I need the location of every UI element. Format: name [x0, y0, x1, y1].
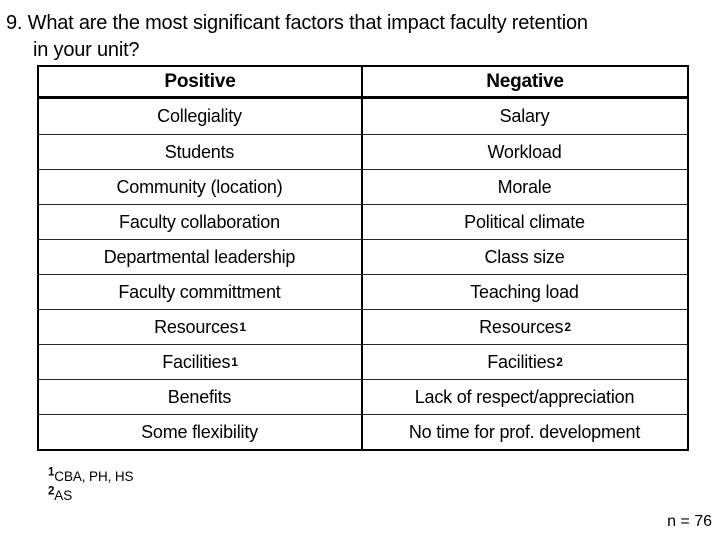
table-cell-negative: Teaching load — [361, 275, 687, 309]
table-cell-negative: Salary — [361, 99, 687, 134]
table-row: Faculty committment Teaching load — [39, 274, 687, 309]
table-cell-negative: No time for prof. development — [361, 415, 687, 449]
table-cell-positive: Collegiality — [157, 106, 242, 126]
footnote-2-marker: 2 — [48, 485, 55, 498]
footnote-2-text: AS — [54, 488, 73, 503]
table-cell-positive: Resources 1 — [154, 316, 246, 337]
table-row: Community (location) Morale — [39, 169, 687, 204]
question-title-line2: in your unit? — [33, 39, 140, 61]
footnote-1-text: CBA, PH, HS — [54, 469, 134, 484]
table-cell-negative: Political climate — [361, 205, 687, 239]
table-row: Facilities 1 Facilities 2 — [39, 344, 687, 379]
table-cell-positive: Departmental leadership — [103, 246, 296, 267]
footnote-1-marker: 1 — [48, 466, 55, 479]
question-title: 9. What are the most significant factors… — [6, 10, 588, 64]
table-row: Some flexibility No time for prof. devel… — [39, 414, 687, 449]
table-cell-negative: Class size — [361, 240, 687, 274]
table-cell-positive: Community (location) — [116, 176, 283, 197]
table-cell-positive: Faculty collaboration — [119, 211, 280, 232]
table-row: Students Workload — [39, 134, 687, 169]
footnote-1: 1CBA, PH, HS — [48, 466, 134, 486]
footnotes: 1CBA, PH, HS 2AS — [48, 466, 134, 505]
table-header-row: Positive Negative — [39, 67, 687, 99]
column-header-negative: Negative — [361, 67, 687, 96]
table-row: Faculty collaboration Political climate — [39, 204, 687, 239]
table-row: Collegiality Salary — [39, 99, 687, 134]
table-row: Resources 1 Resources 2 — [39, 309, 687, 344]
table-cell-negative: Resources 2 — [361, 310, 687, 344]
question-title-line1: 9. What are the most significant factors… — [6, 10, 588, 37]
table-row: Departmental leadership Class size — [39, 239, 687, 274]
column-header-positive: Positive — [164, 70, 236, 92]
table-cell-negative: Lack of respect/appreciation — [361, 380, 687, 414]
table-cell-positive: Students — [164, 141, 235, 162]
table-row: Benefits Lack of respect/appreciation — [39, 379, 687, 414]
table-cell-negative: Workload — [361, 135, 687, 169]
table-cell-positive: Facilities 1 — [162, 351, 238, 372]
table-cell-positive: Faculty committment — [118, 281, 281, 302]
table-cell-negative: Morale — [361, 170, 687, 204]
table-cell-positive: Some flexibility — [141, 421, 258, 442]
question-number: 9. — [6, 12, 23, 34]
question-text: What are the most significant factors th… — [27, 12, 588, 34]
factors-table: Positive Negative Collegiality Salary St… — [37, 65, 689, 451]
table-cell-negative: Facilities 2 — [361, 345, 687, 379]
table-cell-positive: Benefits — [167, 386, 232, 407]
sample-size-label: n = 76 — [667, 513, 712, 530]
footnote-2: 2AS — [48, 486, 133, 505]
